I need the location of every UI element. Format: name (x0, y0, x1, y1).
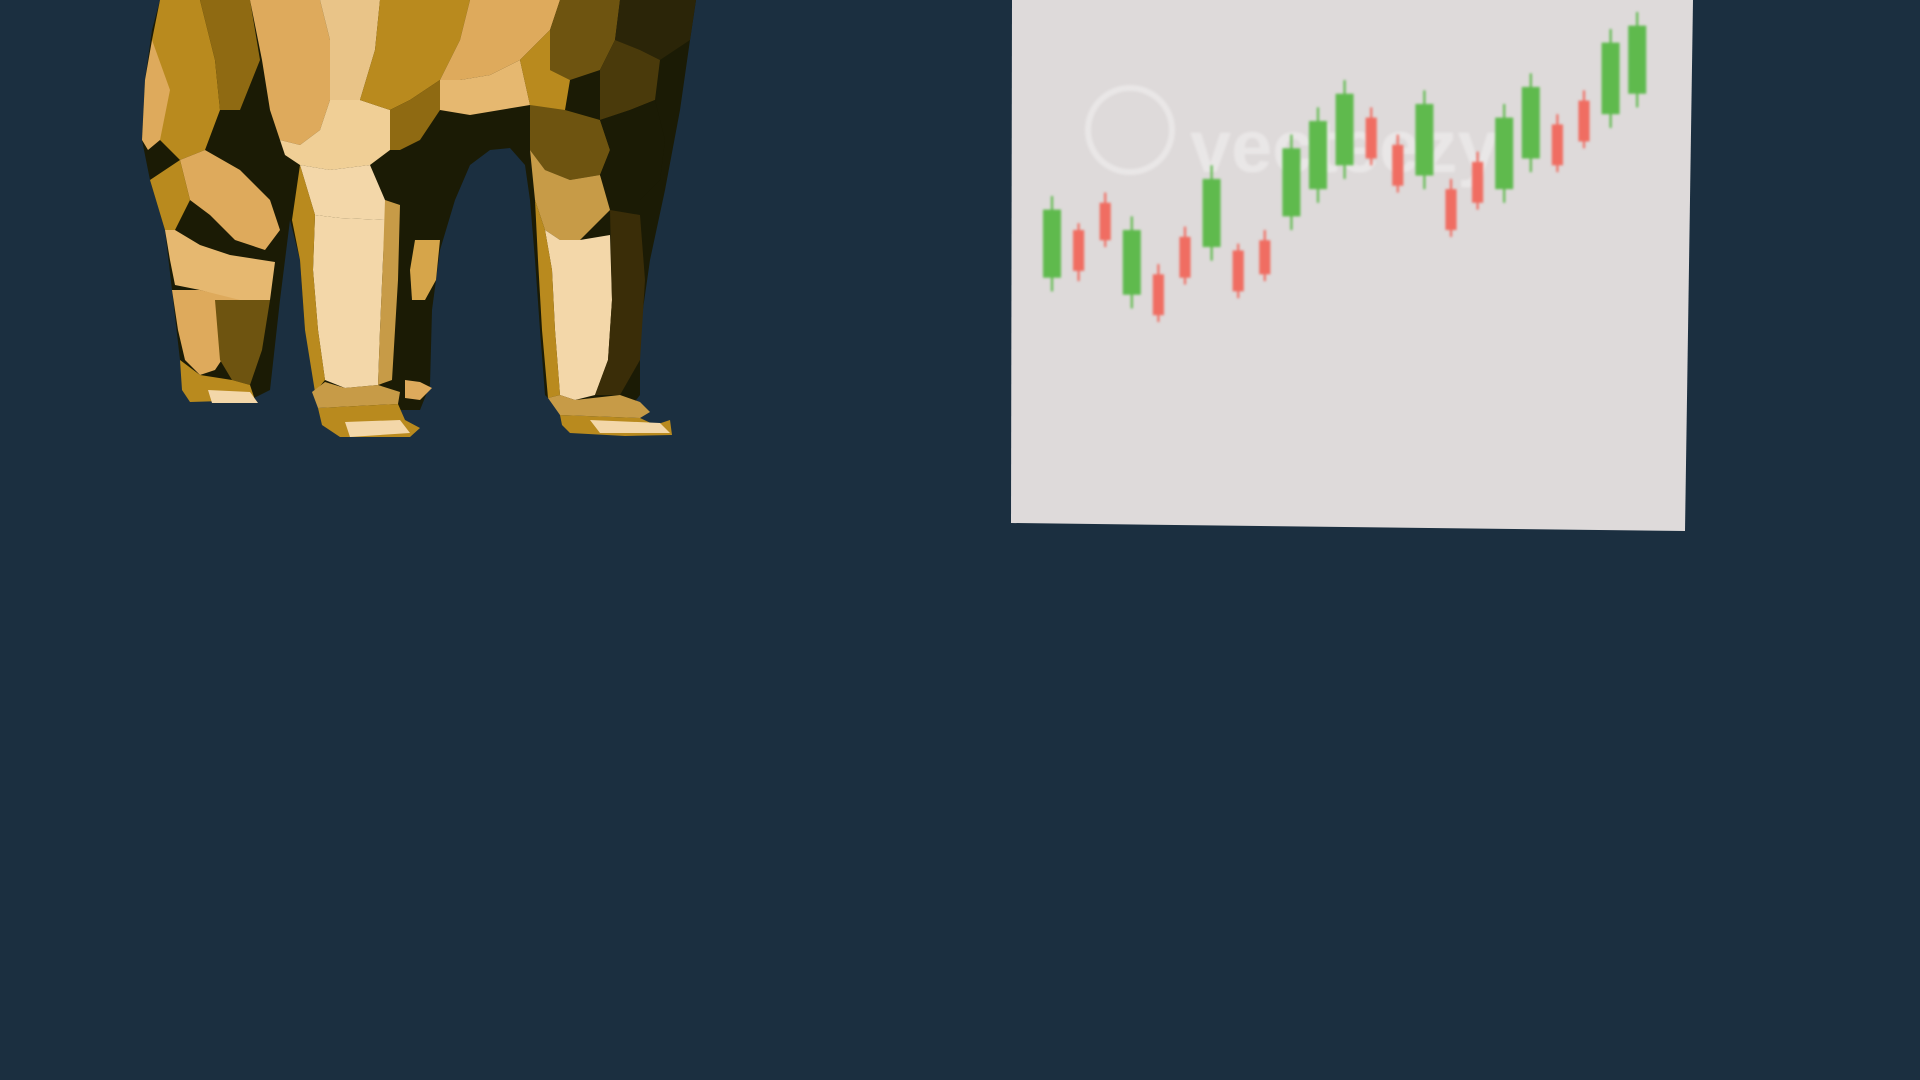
bull-facet (313, 215, 385, 388)
bull-facet (378, 200, 400, 385)
candle-body (1152, 274, 1164, 316)
candle-body (1445, 189, 1457, 231)
bull-facet (215, 300, 270, 385)
bull-facet (405, 380, 432, 400)
candle-down (1232, 243, 1244, 299)
candle-up (1521, 73, 1540, 173)
bull-facet (440, 0, 560, 80)
bull-facet (545, 230, 612, 400)
chart-board: vecteezy (1011, 0, 1693, 531)
bull-facet (292, 165, 325, 392)
candle-down (1551, 114, 1563, 173)
bull-facet (300, 165, 385, 220)
candle-up (1495, 103, 1514, 203)
candle-down (1472, 151, 1484, 210)
bull-facet (360, 0, 470, 110)
bull-facet (410, 240, 440, 300)
bull-facet (535, 200, 560, 398)
candle-body (1578, 100, 1590, 142)
candle-up (1335, 80, 1354, 179)
bull-facet (548, 395, 650, 418)
bull-facet (615, 0, 696, 60)
bull-facet (600, 40, 660, 120)
candle-down (1259, 230, 1271, 282)
candle-up (1601, 29, 1620, 128)
candle-body (1202, 178, 1221, 248)
candle-down (1152, 264, 1164, 322)
bull-facet (320, 0, 380, 100)
bull-facet (312, 382, 400, 408)
bull-facet (550, 0, 620, 80)
candle-down (1578, 90, 1590, 149)
bull-facet (390, 80, 440, 150)
candle-body (1309, 121, 1327, 190)
candle-down (1445, 178, 1457, 237)
candle-body (1073, 230, 1085, 271)
candle-down (1099, 192, 1111, 248)
candle-body (1472, 161, 1484, 203)
bull-figure (142, 0, 696, 437)
candle-body (1179, 236, 1191, 278)
candle-up (1202, 165, 1221, 261)
candle-body (1601, 42, 1620, 115)
candle-body (1521, 86, 1540, 159)
candle-body (1628, 25, 1647, 94)
candle-body (1259, 240, 1271, 275)
candlestick-chart (1043, 12, 1647, 322)
watermark-logo (1085, 85, 1175, 175)
candle-body (1551, 124, 1563, 166)
bull-facet (345, 420, 410, 437)
candle-body (1232, 250, 1244, 292)
bull-facet (165, 230, 275, 300)
bull-facet (530, 105, 610, 180)
candle-up (1282, 134, 1301, 231)
bull-facet (530, 150, 610, 240)
candle-body (1122, 230, 1141, 295)
candle-up (1309, 107, 1327, 203)
bull-facet (440, 60, 530, 115)
candle-down (1179, 226, 1191, 285)
candle-body (1392, 144, 1404, 186)
candle-down (1392, 134, 1404, 193)
bull-facet (150, 0, 220, 160)
bull-facet (595, 210, 645, 395)
candle-up (1122, 216, 1141, 309)
bull-facet (142, 40, 170, 150)
candle-body (1282, 148, 1301, 217)
bull-facet (150, 160, 190, 230)
candle-body (1043, 209, 1061, 278)
candle-body (1335, 93, 1354, 166)
bull-facet (600, 100, 665, 200)
candle-body (1365, 117, 1377, 159)
candle-body (1495, 117, 1514, 190)
chart-board-panel (1011, 0, 1693, 531)
candle-down (1365, 107, 1377, 166)
candle-body (1415, 103, 1434, 176)
candle-down (1073, 223, 1085, 282)
bull-facet (200, 0, 260, 110)
candle-up (1415, 90, 1434, 190)
bull-facet (208, 390, 258, 403)
bull-facet (180, 150, 280, 250)
bull-facet (270, 100, 390, 170)
bull-facet (250, 0, 330, 145)
bull-facet (520, 30, 570, 115)
candle-up (1628, 12, 1647, 108)
bull-facet (590, 420, 670, 433)
candle-body (1099, 202, 1111, 241)
candle-up (1043, 195, 1061, 292)
